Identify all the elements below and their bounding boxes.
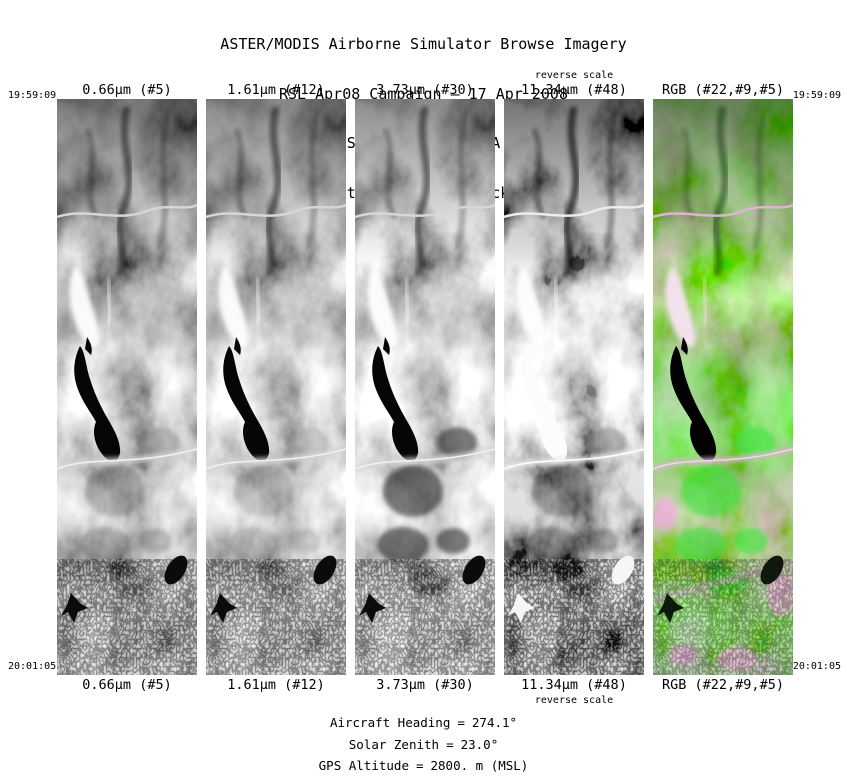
band-label-bottom: 11.34µm (#48) xyxy=(521,677,627,693)
campaign-line: RSL_Apr08 Campaign – 17 Apr 2008 xyxy=(279,84,568,103)
band-label-top: 1.61µm (#12) xyxy=(227,82,325,98)
telemetry-block: Aircraft Heading = 274.1° Solar Zenith = 23.… xyxy=(0,712,847,777)
band-label-bottom: RGB (#22,#9,#5) xyxy=(662,677,784,693)
solar-zenith-value: 23.0° xyxy=(460,736,499,752)
gps-altitude-line: GPS Altitude = 2800. m (MSL) xyxy=(0,755,847,777)
band-label-bottom: 0.66µm (#5) xyxy=(82,677,172,693)
page-title: ASTER/MODIS Airborne Simulator Browse Im… xyxy=(220,35,627,53)
gps-altitude-value: 2800. m (MSL) xyxy=(430,758,529,773)
band-column-11-34um: reverse scale 11.34µm (#48) 11.34µm (#48… xyxy=(504,69,644,707)
gps-altitude-label: GPS Altitude xyxy=(318,758,409,773)
equals-sign: = xyxy=(415,758,424,773)
band-column-1-61um: 1.61µm (#12) 1.61µm (#12) xyxy=(206,69,346,707)
band-label-top: 0.66µm (#5) xyxy=(82,82,172,98)
aircraft-heading-line: Aircraft Heading = 274.1° xyxy=(0,712,847,734)
band-column-rgb: RGB (#22,#9,#5) RGB (#22,#9,#5) xyxy=(653,69,793,707)
start-timestamp-left: 19:59:09 xyxy=(8,90,57,101)
band-column-0-66um: 0.66µm (#5) 0.66µm (#5) xyxy=(57,69,197,707)
start-timestamp-right: 19:59:09 xyxy=(792,90,841,101)
band-label-top: 11.34µm (#48) xyxy=(521,82,627,98)
band-image-1-61um[interactable] xyxy=(206,99,346,675)
band-label-bottom: 1.61µm (#12) xyxy=(227,677,325,693)
band-label-top: RGB (#22,#9,#5) xyxy=(662,82,784,98)
band-label-bottom: 3.73µm (#30) xyxy=(376,677,474,693)
band-image-11-34um[interactable] xyxy=(504,99,644,675)
band-image-rgb[interactable] xyxy=(653,99,793,675)
band-label-top: 3.73µm (#30) xyxy=(376,82,474,98)
band-strip-row: 0.66µm (#5) 0.66µm (#5) 1.61µm (#12) 1.6… xyxy=(57,69,793,707)
solar-zenith-line: Solar Zenith = 23.0° xyxy=(0,734,847,756)
solar-zenith-label: Solar Zenith xyxy=(348,736,440,752)
equals-sign: = xyxy=(446,736,454,752)
reverse-scale-note-top: reverse scale xyxy=(534,70,614,81)
reverse-scale-note-bottom: reverse scale xyxy=(534,695,614,706)
equals-sign: = xyxy=(457,715,465,730)
band-image-3-73um[interactable] xyxy=(355,99,495,675)
band-column-3-73um: 3.73µm (#30) 3.73µm (#30) xyxy=(355,69,495,707)
end-timestamp-right: 20:01:05 xyxy=(792,661,841,672)
end-timestamp-left: 20:01:05 xyxy=(8,661,57,672)
aircraft-heading-value: 274.1° xyxy=(471,715,518,730)
band-image-0-66um[interactable] xyxy=(57,99,197,675)
aircraft-heading-label: Aircraft Heading xyxy=(329,715,451,730)
